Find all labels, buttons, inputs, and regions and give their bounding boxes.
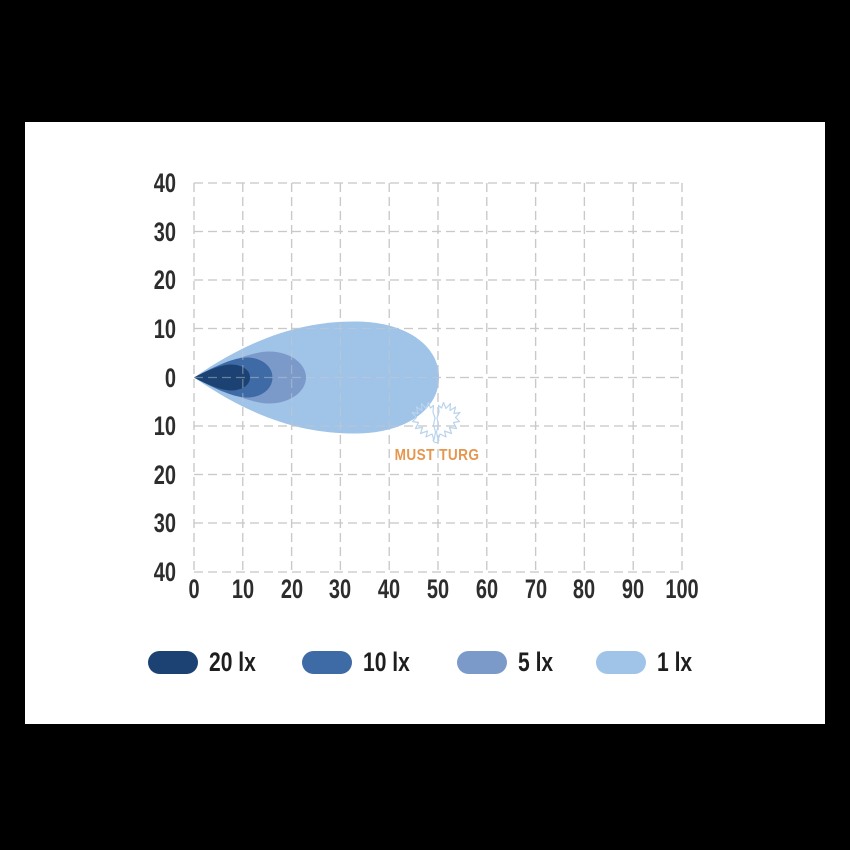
y-tick-label: 40 — [153, 168, 176, 198]
x-tick-label: 80 — [573, 574, 596, 604]
x-tick-label: 20 — [280, 574, 303, 604]
x-tick-label: 10 — [231, 574, 254, 604]
legend-swatch-1lx-icon — [595, 651, 646, 674]
legend-swatch-20lx-icon — [148, 651, 199, 674]
legend-swatch-20lx — [148, 651, 199, 674]
y-tick-label: 30 — [153, 508, 176, 538]
x-tick-label: 60 — [475, 574, 498, 604]
legend-swatch-5lx-icon — [456, 651, 507, 674]
x-tick-label: 70 — [524, 574, 547, 604]
legend-item-20lx: 20 lx — [148, 649, 269, 676]
beam-contour-1lx — [194, 321, 439, 434]
legend-label-20lx: 20 lx — [209, 647, 257, 677]
legend-swatch-10lx — [302, 651, 353, 674]
legend-label-5lx: 5 lx — [517, 647, 553, 677]
y-tick-label: 40 — [153, 557, 176, 587]
legend-swatch-5lx — [456, 651, 507, 674]
watermark-text: MUST TURG — [394, 447, 480, 464]
y-tick-label: 10 — [153, 411, 176, 441]
x-tick-label: 50 — [426, 574, 450, 604]
x-tick-label: 100 — [665, 574, 699, 604]
legend-swatch-1lx — [595, 651, 646, 674]
x-tick-label: 40 — [378, 574, 401, 604]
legend-item-5lx: 5 lx — [456, 647, 563, 677]
legend-label-1lx: 1 lx — [656, 647, 692, 677]
x-tick-label: 90 — [622, 574, 645, 604]
legend-swatch-10lx-icon — [302, 651, 353, 674]
y-tick-label: 0 — [164, 362, 176, 393]
beam-contour-20lx — [194, 364, 250, 391]
y-tick-label: 20 — [153, 265, 176, 295]
mustturg-antlers-logo-icon — [411, 401, 461, 444]
y-tick-label: 10 — [153, 313, 176, 344]
grid-lines-over — [193, 182, 683, 573]
x-tick-label: 0 — [188, 574, 200, 604]
x-tick-label: 30 — [329, 574, 352, 604]
y-tick-label: 20 — [153, 459, 176, 490]
legend-label-10lx: 10 lx — [363, 647, 411, 677]
legend: 20 lx 10 lx 5 lx 1 lx — [25, 649, 825, 676]
y-tick-label: 30 — [153, 216, 176, 247]
legend-item-10lx: 10 lx — [302, 649, 423, 676]
beam-pattern-chart: 40 30 20 10 0 10 20 30 40 0 10 20 30 40 … — [25, 122, 825, 724]
legend-item-1lx: 1 lx — [595, 647, 702, 677]
